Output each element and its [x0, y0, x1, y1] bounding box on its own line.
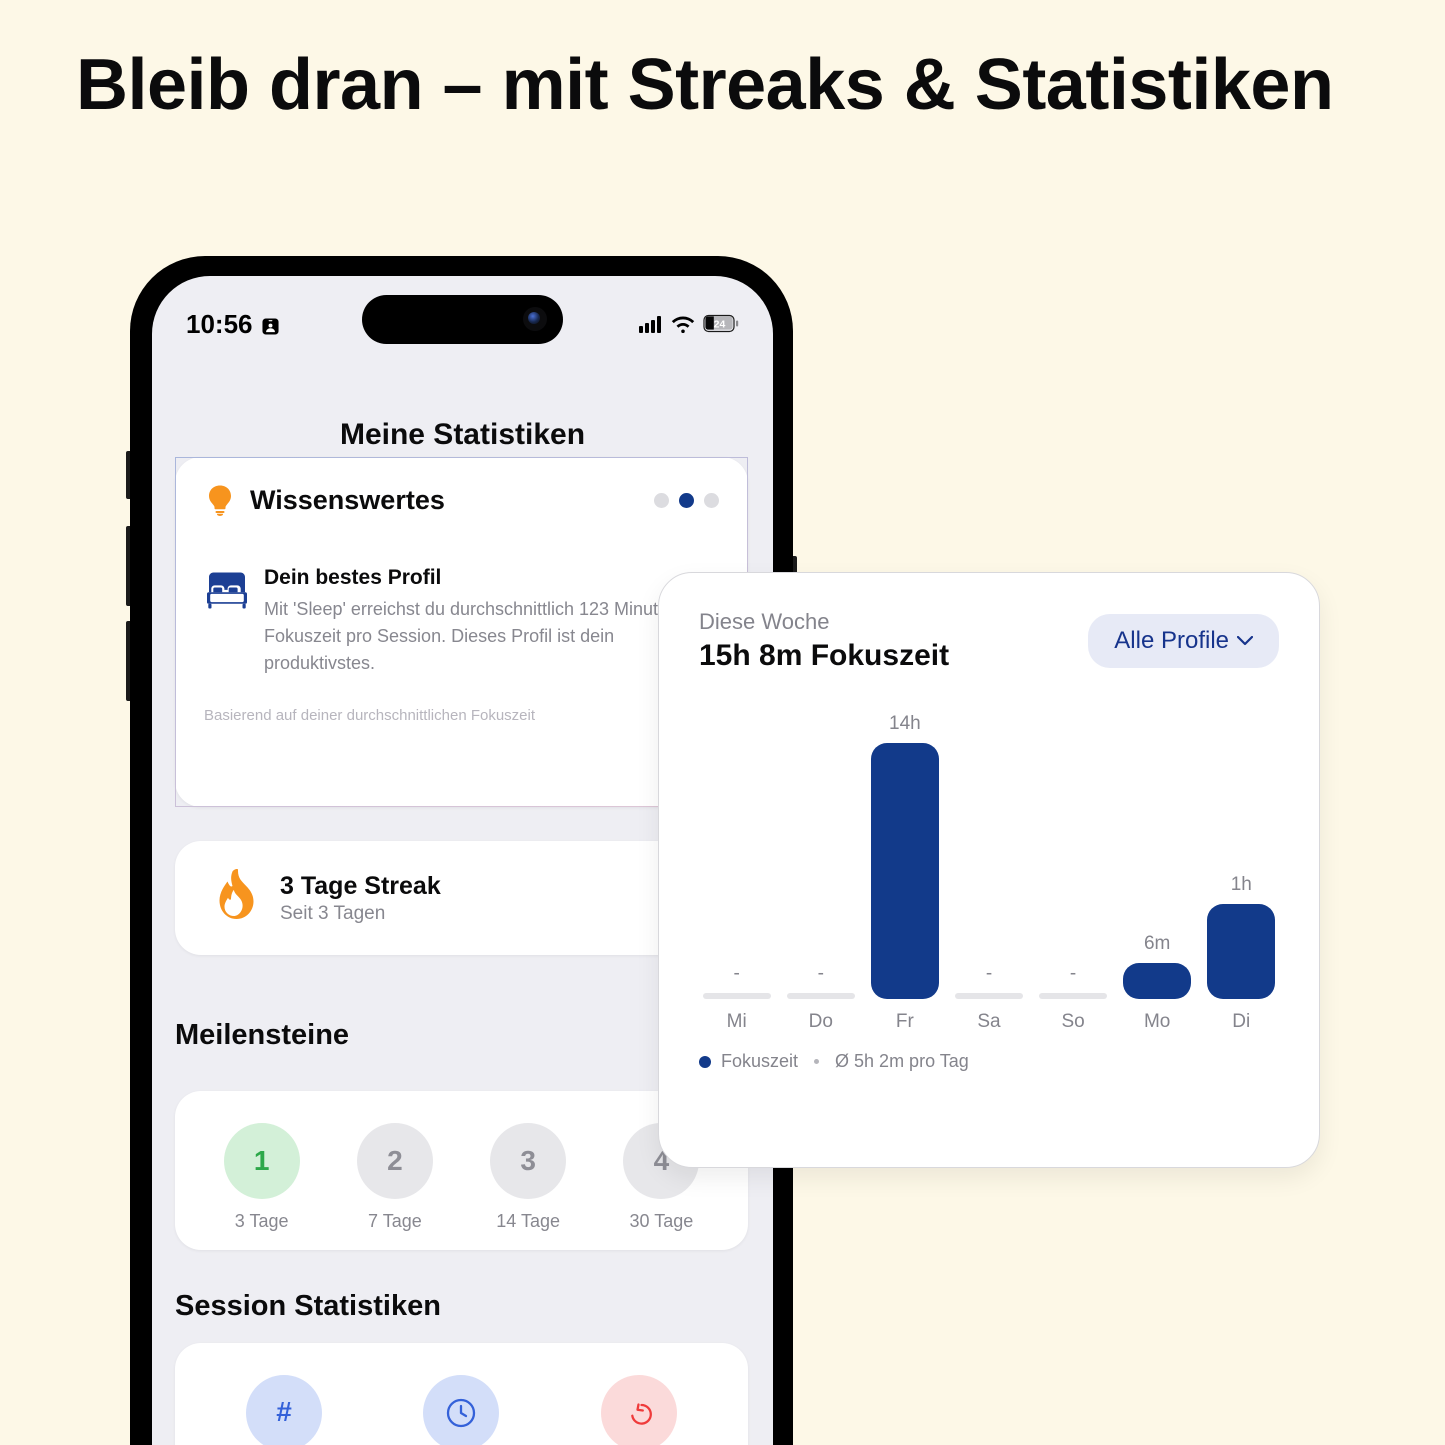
- svg-text:#: #: [276, 1396, 292, 1427]
- svg-text:24: 24: [714, 318, 726, 330]
